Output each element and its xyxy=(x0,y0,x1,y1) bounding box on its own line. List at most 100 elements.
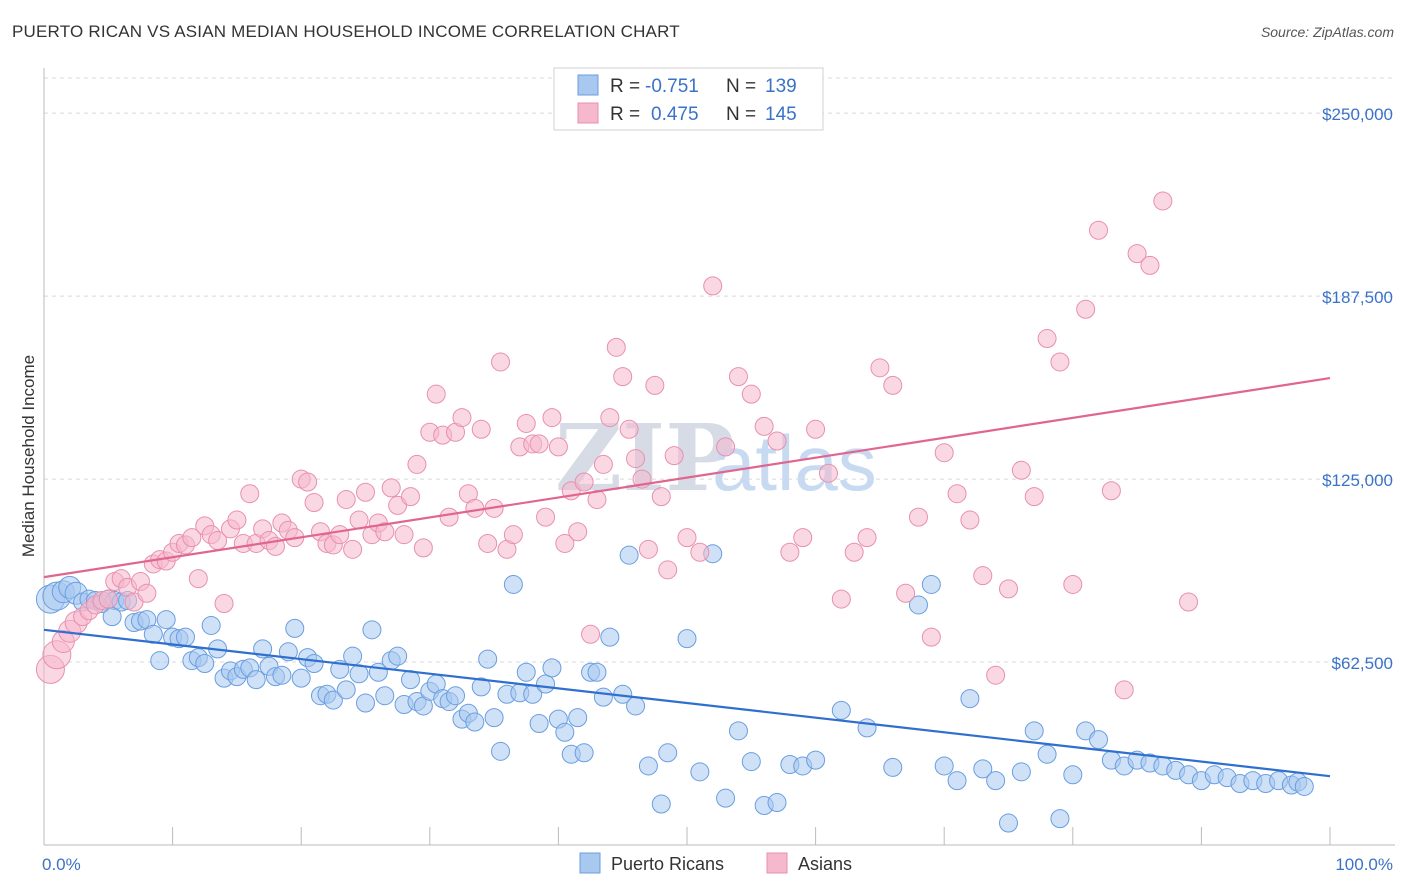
data-point xyxy=(844,542,864,562)
data-point xyxy=(703,276,723,296)
data-point xyxy=(137,583,157,603)
legend-box xyxy=(553,67,824,131)
data-point xyxy=(728,721,748,741)
data-point xyxy=(716,788,736,808)
trend-lines xyxy=(43,376,1331,778)
data-point xyxy=(1089,730,1109,750)
data-point xyxy=(908,507,928,527)
data-point xyxy=(908,595,928,615)
data-point xyxy=(581,624,601,644)
data-point xyxy=(542,408,562,428)
data-point xyxy=(240,484,260,504)
data-point xyxy=(195,653,215,673)
x-tick-label-end: 100.0% xyxy=(1335,855,1393,874)
data-point xyxy=(806,750,826,770)
data-point xyxy=(1011,460,1031,480)
data-point xyxy=(375,522,395,542)
data-point xyxy=(188,569,208,589)
legend-n-label-1: N = xyxy=(726,76,756,97)
data-point xyxy=(1294,776,1314,796)
data-point xyxy=(741,384,761,404)
data-point xyxy=(767,793,787,813)
data-point xyxy=(1050,352,1070,372)
data-point xyxy=(343,646,363,666)
data-point xyxy=(857,528,877,548)
data-point xyxy=(754,416,774,436)
data-point xyxy=(471,419,491,439)
data-point xyxy=(446,686,466,706)
data-point xyxy=(465,712,485,732)
data-point xyxy=(896,583,916,603)
data-point xyxy=(626,696,646,716)
data-point xyxy=(336,680,356,700)
data-point xyxy=(1179,592,1199,612)
correlation-legend: R = -0.751 N = 139 R = 0.475 N = 145 xyxy=(553,67,824,131)
data-point xyxy=(568,708,588,728)
data-point xyxy=(304,492,324,512)
data-point xyxy=(323,690,343,710)
data-point xyxy=(491,352,511,372)
data-point xyxy=(921,574,941,594)
watermark-atlas: atlas xyxy=(712,419,877,507)
data-point xyxy=(555,722,575,742)
data-point xyxy=(999,813,1018,833)
data-point xyxy=(182,528,202,548)
data-point xyxy=(516,662,536,682)
data-point xyxy=(401,487,421,507)
data-point xyxy=(516,413,536,433)
data-point xyxy=(728,367,748,387)
data-point xyxy=(246,670,266,690)
data-point xyxy=(381,478,401,498)
data-point xyxy=(741,752,761,772)
y-tick-labels: $62,500 $125,000 $187,500 $250,000 xyxy=(1322,105,1393,673)
data-point xyxy=(1076,299,1096,319)
data-point xyxy=(831,589,851,609)
data-point xyxy=(394,525,414,545)
x-tick-label-start: 0.0% xyxy=(42,855,81,874)
data-point xyxy=(600,408,620,428)
series-legend: Puerto Ricans Asians xyxy=(579,852,852,874)
data-point xyxy=(606,337,626,357)
data-point xyxy=(542,658,562,678)
asians-points xyxy=(35,191,1199,700)
puerto-ricans-points xyxy=(35,544,1314,833)
data-point xyxy=(883,757,903,777)
data-point xyxy=(272,665,292,685)
data-point xyxy=(471,677,491,697)
data-point xyxy=(1024,487,1044,507)
series-legend-swatch-asians xyxy=(766,852,788,874)
data-point xyxy=(568,522,588,542)
data-point xyxy=(857,718,877,738)
data-point xyxy=(484,708,504,728)
data-point xyxy=(831,700,851,720)
data-point xyxy=(690,542,710,562)
data-point xyxy=(201,615,221,635)
legend-r-label-1: R = xyxy=(610,76,640,97)
data-point xyxy=(1101,481,1121,501)
data-point xyxy=(973,566,993,586)
data-point xyxy=(767,431,787,451)
data-point xyxy=(375,686,395,706)
y-tick-label: $250,000 xyxy=(1322,105,1393,124)
y-tick-label: $187,500 xyxy=(1322,288,1393,307)
data-point xyxy=(986,771,1006,791)
data-point xyxy=(619,419,639,439)
legend-n-value-1: 139 xyxy=(765,76,797,97)
data-point xyxy=(780,542,800,562)
data-point xyxy=(658,743,678,763)
data-point xyxy=(664,446,684,466)
data-point xyxy=(491,741,511,761)
data-point xyxy=(574,743,594,763)
data-point xyxy=(413,538,433,558)
data-point xyxy=(947,484,967,504)
data-point xyxy=(529,714,549,734)
data-point xyxy=(150,651,170,671)
data-point xyxy=(1063,765,1083,785)
data-point xyxy=(407,454,427,474)
data-point xyxy=(638,539,658,559)
data-point xyxy=(304,653,324,673)
data-point xyxy=(600,627,620,647)
trend-line-asians xyxy=(43,376,1331,579)
data-point xyxy=(626,449,646,469)
data-point xyxy=(452,408,472,428)
